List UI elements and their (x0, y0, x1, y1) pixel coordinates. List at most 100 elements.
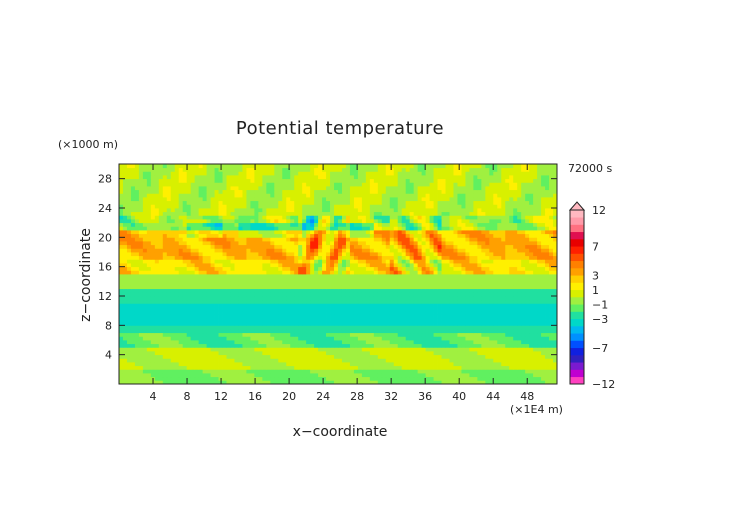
heatmap-cell (373, 332, 379, 337)
heatmap-cell (501, 351, 506, 356)
heatmap-cell (341, 263, 347, 268)
heatmap-cell (345, 307, 351, 312)
heatmap-cell (122, 318, 128, 323)
heatmap-cell (445, 270, 450, 275)
heatmap-cell (119, 233, 124, 238)
heatmap-cell (322, 263, 327, 268)
heatmap-cell (441, 263, 446, 268)
heatmap-cell (401, 351, 407, 356)
heatmap-cell (166, 318, 172, 323)
heatmap-cell (310, 266, 315, 271)
heatmap-cell (365, 336, 371, 341)
heatmap-cell (473, 380, 478, 385)
heatmap-cell (270, 340, 275, 345)
heatmap-cell (469, 299, 474, 304)
heatmap-cell (142, 288, 148, 293)
heatmap-cell (497, 219, 502, 224)
heatmap-cell (433, 303, 438, 308)
heatmap-cell (218, 274, 223, 279)
heatmap-cell (425, 343, 430, 348)
heatmap-cell (497, 281, 502, 286)
heatmap-cell (353, 296, 359, 301)
heatmap-cell (270, 303, 275, 308)
heatmap-cell (298, 318, 303, 323)
heatmap-cell (473, 222, 478, 227)
heatmap-cell (481, 292, 486, 297)
heatmap-cell (401, 219, 407, 224)
heatmap-cell (338, 336, 343, 341)
heatmap-cell (549, 252, 554, 257)
heatmap-cell (369, 274, 375, 279)
heatmap-cell (537, 299, 542, 304)
heatmap-cell (405, 332, 411, 337)
heatmap-cell (302, 277, 307, 282)
heatmap-cell (194, 340, 200, 345)
heatmap-cell (182, 281, 188, 286)
heatmap-cell (174, 373, 180, 378)
heatmap-cell (433, 318, 438, 323)
heatmap-cell (214, 373, 219, 378)
heatmap-cell (222, 318, 227, 323)
heatmap-cell (345, 318, 351, 323)
heatmap-cell (198, 230, 204, 235)
heatmap-cell (361, 362, 367, 367)
heatmap-cell (377, 358, 383, 363)
heatmap-cell (493, 325, 498, 330)
heatmap-cell (198, 303, 204, 308)
heatmap-cell (397, 354, 403, 359)
heatmap-cell (545, 343, 550, 348)
heatmap-cell (465, 259, 470, 264)
heatmap-cell (254, 222, 259, 227)
heatmap-cell (397, 358, 403, 363)
heatmap-cell (409, 255, 415, 260)
heatmap-cell (461, 274, 466, 279)
heatmap-cell (142, 303, 148, 308)
heatmap-cell (202, 351, 207, 356)
heatmap-cell (338, 274, 343, 279)
heatmap-cell (405, 237, 411, 242)
heatmap-cell (198, 215, 204, 220)
heatmap-cell (182, 354, 188, 359)
heatmap-cell (485, 303, 490, 308)
heatmap-cell (202, 230, 207, 235)
heatmap-cell (461, 351, 466, 356)
heatmap-cell (525, 274, 530, 279)
heatmap-cell (409, 362, 415, 367)
heatmap-cell (469, 255, 474, 260)
heatmap-cell (505, 340, 510, 345)
heatmap-cell (509, 230, 514, 235)
heatmap-cell (381, 351, 387, 356)
heatmap-cell (170, 215, 176, 220)
heatmap-cell (194, 358, 200, 363)
heatmap-cell (334, 307, 339, 312)
heatmap-cell (278, 314, 283, 319)
heatmap-cell (194, 343, 200, 348)
heatmap-cell (294, 358, 299, 363)
heatmap-cell (234, 226, 239, 231)
heatmap-cell (397, 244, 403, 249)
heatmap-cell (413, 288, 419, 293)
heatmap-cell (290, 376, 295, 381)
heatmap-cell (294, 362, 299, 367)
heatmap-cell (377, 362, 383, 367)
heatmap-cell (533, 222, 538, 227)
heatmap-cell (242, 314, 247, 319)
heatmap-cell (373, 244, 379, 249)
heatmap-cell (138, 244, 144, 249)
heatmap-cell (505, 332, 510, 337)
heatmap-cell (505, 274, 510, 279)
heatmap-cell (345, 329, 351, 334)
heatmap-cell (465, 340, 470, 345)
heatmap-cell (393, 321, 399, 326)
heatmap-cell (266, 314, 271, 319)
heatmap-cell (425, 270, 430, 275)
heatmap-cell (170, 255, 176, 260)
heatmap-cell (537, 362, 542, 367)
heatmap-cell (397, 230, 403, 235)
heatmap-cell (417, 292, 423, 297)
heatmap-cell (290, 263, 295, 268)
heatmap-cell (202, 307, 207, 312)
heatmap-cell (389, 314, 395, 319)
heatmap-cell (122, 274, 128, 279)
heatmap-cell (222, 351, 227, 356)
